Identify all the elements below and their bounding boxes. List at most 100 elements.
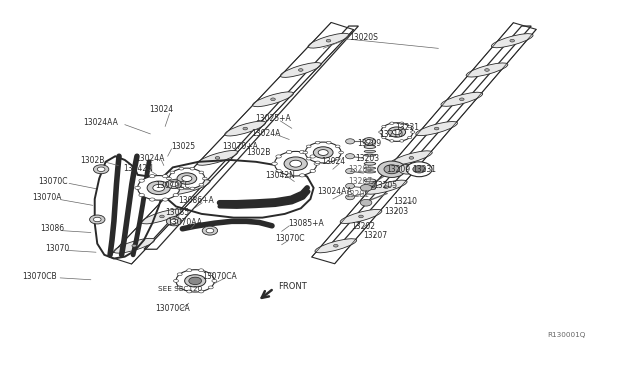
Circle shape <box>366 140 372 143</box>
Text: 13025: 13025 <box>172 142 196 151</box>
Polygon shape <box>312 23 536 264</box>
Circle shape <box>346 169 355 174</box>
Circle shape <box>93 165 109 174</box>
Circle shape <box>177 286 182 289</box>
Text: 13201: 13201 <box>346 190 370 199</box>
Circle shape <box>305 142 341 163</box>
Text: 13024AA: 13024AA <box>83 118 118 127</box>
Ellipse shape <box>364 167 376 169</box>
Circle shape <box>378 161 406 177</box>
Circle shape <box>173 279 179 282</box>
Circle shape <box>406 162 432 177</box>
Circle shape <box>276 169 282 173</box>
Circle shape <box>272 162 277 165</box>
Circle shape <box>147 181 170 195</box>
Text: R130001Q: R130001Q <box>547 332 586 338</box>
Circle shape <box>298 69 303 71</box>
Circle shape <box>166 217 182 226</box>
Circle shape <box>346 195 355 200</box>
Circle shape <box>413 166 426 173</box>
Circle shape <box>150 174 155 178</box>
Ellipse shape <box>280 62 321 77</box>
Text: 13070+A: 13070+A <box>222 142 258 151</box>
Circle shape <box>314 162 319 165</box>
Circle shape <box>187 269 192 272</box>
Ellipse shape <box>390 151 432 165</box>
Circle shape <box>408 125 412 128</box>
Circle shape <box>199 171 204 174</box>
Ellipse shape <box>308 33 349 48</box>
Polygon shape <box>109 22 354 264</box>
Circle shape <box>346 183 355 189</box>
Text: 13209: 13209 <box>357 139 381 148</box>
Circle shape <box>388 127 406 137</box>
Text: 13020S: 13020S <box>349 33 378 42</box>
Text: 13070: 13070 <box>45 244 69 253</box>
Ellipse shape <box>441 92 483 106</box>
Circle shape <box>382 125 386 128</box>
Ellipse shape <box>141 209 182 224</box>
Circle shape <box>179 167 184 170</box>
Circle shape <box>177 173 196 184</box>
Circle shape <box>460 98 464 100</box>
Circle shape <box>184 275 206 287</box>
Ellipse shape <box>364 184 376 186</box>
Circle shape <box>163 174 168 178</box>
Text: 13210: 13210 <box>380 130 404 139</box>
Text: 13070CA: 13070CA <box>202 272 237 280</box>
Ellipse shape <box>364 179 376 182</box>
Circle shape <box>206 228 214 233</box>
Circle shape <box>159 215 164 218</box>
Circle shape <box>215 157 220 159</box>
Circle shape <box>318 150 328 155</box>
Ellipse shape <box>169 180 210 195</box>
Ellipse shape <box>364 150 376 153</box>
Text: 13231: 13231 <box>396 123 420 132</box>
Ellipse shape <box>416 122 458 135</box>
Text: 13042N: 13042N <box>266 171 296 180</box>
Circle shape <box>93 217 101 222</box>
Ellipse shape <box>364 162 376 165</box>
Circle shape <box>190 167 195 170</box>
Circle shape <box>275 151 317 176</box>
Circle shape <box>202 177 207 180</box>
Circle shape <box>189 277 202 285</box>
Circle shape <box>316 141 320 144</box>
Circle shape <box>363 138 376 145</box>
Text: 13025+A: 13025+A <box>255 114 291 123</box>
Circle shape <box>182 176 192 182</box>
Circle shape <box>339 151 344 154</box>
Ellipse shape <box>114 238 155 253</box>
Circle shape <box>170 183 175 186</box>
Text: 1302B: 1302B <box>246 148 271 157</box>
Circle shape <box>392 129 401 135</box>
Circle shape <box>150 198 155 201</box>
Text: 13202: 13202 <box>351 222 375 231</box>
Circle shape <box>287 174 292 177</box>
Text: 13070CC: 13070CC <box>155 181 189 190</box>
Ellipse shape <box>340 209 382 224</box>
Text: 13024: 13024 <box>149 105 173 114</box>
Circle shape <box>173 179 179 182</box>
Circle shape <box>326 161 331 164</box>
Circle shape <box>335 145 340 148</box>
Circle shape <box>310 169 316 173</box>
Circle shape <box>190 278 200 284</box>
Ellipse shape <box>253 92 294 107</box>
Ellipse shape <box>364 171 376 173</box>
Circle shape <box>166 177 172 180</box>
Circle shape <box>303 151 308 154</box>
Circle shape <box>173 193 179 197</box>
Text: 13070CB: 13070CB <box>22 272 57 280</box>
Circle shape <box>187 290 192 293</box>
Text: 13070C: 13070C <box>38 177 68 186</box>
Circle shape <box>435 127 439 130</box>
Text: 13024AA: 13024AA <box>317 187 351 196</box>
Circle shape <box>284 157 307 170</box>
Circle shape <box>326 39 331 42</box>
Text: 13086+A: 13086+A <box>178 196 214 205</box>
Circle shape <box>399 140 404 142</box>
Text: 13085: 13085 <box>165 208 189 217</box>
Text: 13203: 13203 <box>355 154 380 163</box>
Circle shape <box>188 186 192 189</box>
